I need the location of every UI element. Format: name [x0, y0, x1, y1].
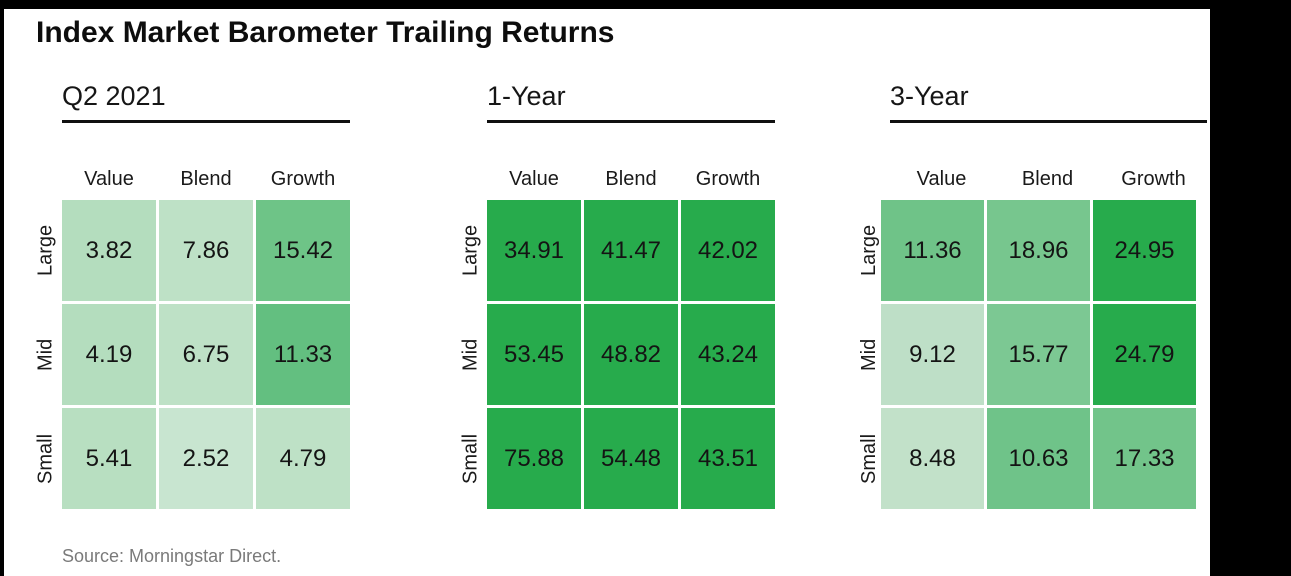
row-label-mid: Mid — [858, 338, 880, 371]
cell-1yr-small-growth: 43.51 — [681, 408, 775, 509]
cell-3yr-large-blend: 18.96 — [987, 200, 1090, 301]
column-header-growth: Growth — [1121, 168, 1186, 190]
heatmap-3-year: Large Mid Small 11.36 18.96 24.95 9.12 1… — [858, 200, 1196, 509]
cell-3yr-mid-value: 9.12 — [881, 304, 984, 405]
column-header-value: Value — [916, 168, 967, 190]
heatmap-q2-2021: Large Mid Small 3.82 7.86 15.42 4.19 6.7… — [30, 200, 360, 509]
right-black-region — [1210, 0, 1291, 576]
cell-3yr-small-value: 8.48 — [881, 408, 984, 509]
row-labels: Large Mid Small — [455, 200, 487, 509]
row-label-mid: Mid — [459, 338, 482, 371]
row-label-large: Large — [34, 224, 57, 277]
cell-q2-mid-blend: 6.75 — [159, 304, 253, 405]
cell-q2-small-value: 5.41 — [62, 408, 156, 509]
row-label-large: Large — [459, 224, 482, 277]
heading-underline — [890, 120, 1207, 123]
heading-underline — [487, 120, 775, 123]
panel-3-year: 3-Year Value Blend Growth Large Mid Smal… — [858, 80, 1207, 509]
cell-3yr-small-blend: 10.63 — [987, 408, 1090, 509]
source-note: Source: Morningstar Direct. — [62, 546, 282, 566]
cell-q2-large-value: 3.82 — [62, 200, 156, 301]
column-header-growth: Growth — [270, 168, 336, 190]
heatmap-grid: 11.36 18.96 24.95 9.12 15.77 24.79 8.48 … — [881, 200, 1196, 509]
cell-1yr-mid-value: 53.45 — [487, 304, 581, 405]
cell-q2-large-growth: 15.42 — [256, 200, 350, 301]
column-header-blend: Blend — [1021, 168, 1074, 190]
cell-q2-large-blend: 7.86 — [159, 200, 253, 301]
cell-1yr-small-blend: 54.48 — [584, 408, 678, 509]
cell-1yr-mid-blend: 48.82 — [584, 304, 678, 405]
cell-3yr-small-growth: 17.33 — [1093, 408, 1196, 509]
cell-1yr-large-growth: 42.02 — [681, 200, 775, 301]
heatmap-grid: 3.82 7.86 15.42 4.19 6.75 11.33 5.41 2.5… — [62, 200, 350, 509]
cell-3yr-mid-blend: 15.77 — [987, 304, 1090, 405]
cell-q2-small-growth: 4.79 — [256, 408, 350, 509]
heading-underline — [62, 120, 350, 123]
cell-1yr-small-value: 75.88 — [487, 408, 581, 509]
cell-q2-mid-value: 4.19 — [62, 304, 156, 405]
row-labels: Large Mid Small — [858, 200, 881, 509]
row-label-small: Small — [459, 433, 482, 484]
cell-3yr-mid-growth: 24.79 — [1093, 304, 1196, 405]
column-header-growth: Growth — [695, 168, 761, 190]
cell-1yr-large-value: 34.91 — [487, 200, 581, 301]
panel-1-year: 1-Year Value Blend Growth Large Mid Smal… — [455, 80, 785, 509]
cell-3yr-large-growth: 24.95 — [1093, 200, 1196, 301]
panel-heading-q2-2021: Q2 2021 — [62, 81, 166, 111]
row-label-small: Small — [34, 433, 57, 484]
column-headers: Value Blend Growth — [890, 167, 1188, 191]
heatmap-grid: 34.91 41.47 42.02 53.45 48.82 43.24 75.8… — [487, 200, 775, 509]
page-title: Index Market Barometer Trailing Returns — [36, 16, 615, 49]
cell-q2-small-blend: 2.52 — [159, 408, 253, 509]
cell-1yr-large-blend: 41.47 — [584, 200, 678, 301]
column-headers: Value Blend Growth — [487, 167, 785, 191]
panel-heading-1-year: 1-Year — [487, 81, 566, 111]
row-label-large: Large — [858, 224, 880, 277]
column-header-blend: Blend — [605, 168, 657, 190]
cell-q2-mid-growth: 11.33 — [256, 304, 350, 405]
heatmap-1-year: Large Mid Small 34.91 41.47 42.02 53.45 … — [455, 200, 785, 509]
column-header-value: Value — [509, 168, 559, 190]
row-labels: Large Mid Small — [30, 200, 62, 509]
top-border-bar — [0, 0, 1291, 9]
panel-heading-3-year: 3-Year — [890, 81, 969, 111]
left-border-bar — [0, 0, 4, 576]
column-header-value: Value — [84, 168, 134, 190]
column-header-blend: Blend — [180, 168, 232, 190]
cell-1yr-mid-growth: 43.24 — [681, 304, 775, 405]
row-label-small: Small — [858, 433, 880, 484]
row-label-mid: Mid — [34, 338, 57, 371]
column-headers: Value Blend Growth — [62, 167, 360, 191]
panel-q2-2021: Q2 2021 Value Blend Growth Large Mid Sma… — [30, 80, 360, 509]
cell-3yr-large-value: 11.36 — [881, 200, 984, 301]
